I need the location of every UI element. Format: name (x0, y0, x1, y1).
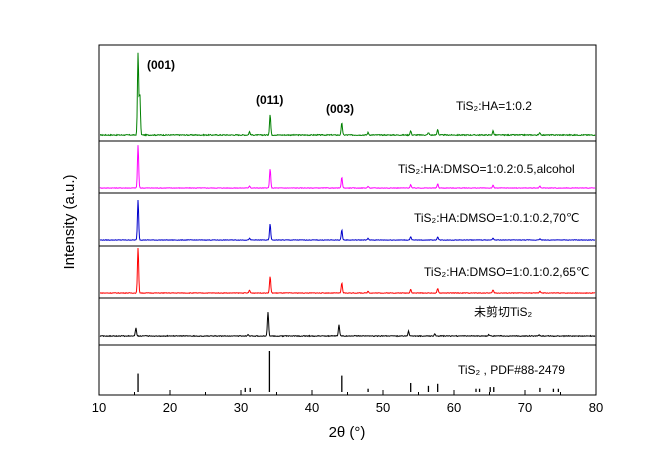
peak-label-011: (011) (256, 93, 283, 107)
x-tick-label: 60 (447, 400, 461, 415)
diffraction-traces (99, 52, 596, 392)
x-tick-label: 40 (305, 400, 319, 415)
x-tick-label: 30 (234, 400, 248, 415)
series-label-3: TiS₂:HA:DMSO=1:0.1:0.2,65℃ (424, 265, 589, 279)
x-tick-label: 50 (376, 400, 390, 415)
series-line (100, 52, 596, 137)
series-label-1: TiS₂:HA:DMSO=1:0.2:0.5,alcohol (398, 162, 575, 176)
x-axis-title: 2θ (°) (329, 424, 366, 441)
series-line (99, 199, 596, 241)
series-label-0: TiS₂:HA=1:0.2 (456, 99, 532, 113)
series-label-5: TiS₂ , PDF#88-2479 (458, 363, 565, 377)
series-line (99, 312, 596, 338)
x-tick-label: 10 (92, 400, 106, 415)
y-axis-title: Intensity (a.u.) (61, 174, 78, 269)
peak-label-001: (001) (147, 58, 175, 72)
series-label-4: 未剪切TiS₂ (474, 304, 533, 319)
series-label-2: TiS₂:HA:DMSO=1:0.1:0.2,70℃ (414, 211, 579, 225)
peak-label-003: (003) (326, 102, 354, 116)
x-axis-ticks: 10 20 30 40 50 60 70 80 (92, 390, 603, 415)
x-tick-label: 70 (518, 400, 532, 415)
x-tick-label: 80 (589, 400, 603, 415)
series-line (99, 145, 596, 189)
x-tick-label: 20 (163, 400, 177, 415)
series-line (100, 247, 596, 295)
